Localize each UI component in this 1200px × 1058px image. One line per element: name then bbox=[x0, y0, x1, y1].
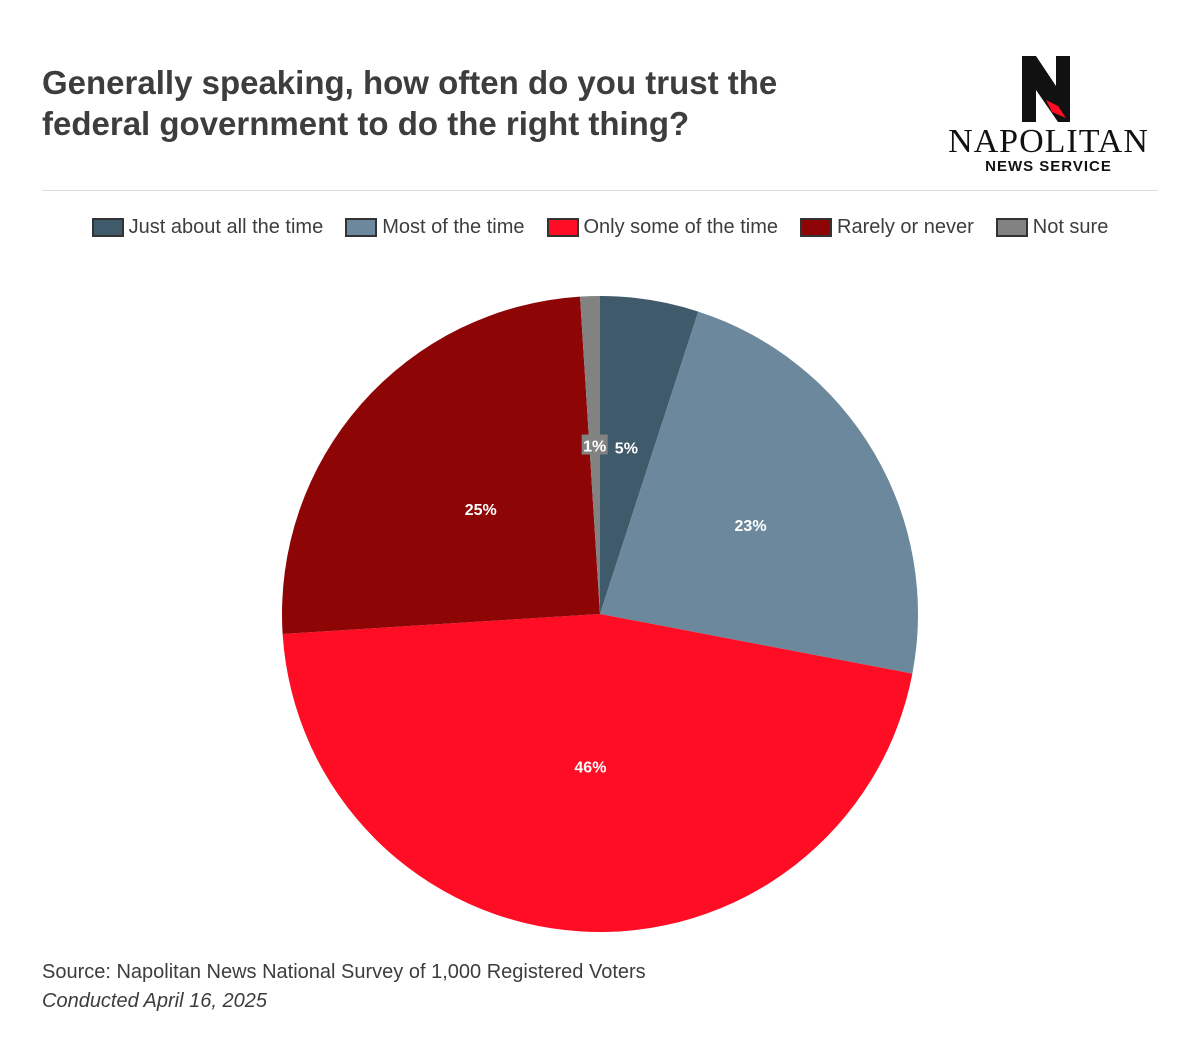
legend-swatch bbox=[546, 217, 579, 237]
legend-label: Most of the time bbox=[382, 215, 525, 238]
chart-legend: Just about all the time Most of the time O… bbox=[40, 214, 1160, 240]
source-note: Source: Napolitan News National Survey o… bbox=[42, 961, 646, 983]
legend-item: Not sure bbox=[995, 214, 1109, 240]
pie-slice bbox=[282, 614, 913, 932]
legend-swatch bbox=[345, 217, 378, 237]
chart-title: Generally speaking, how often do you tru… bbox=[42, 64, 778, 142]
pie-slice bbox=[580, 296, 600, 614]
legend-swatch bbox=[995, 217, 1028, 237]
legend-label: Not sure bbox=[1032, 215, 1109, 238]
legend-item: Only some of the time bbox=[546, 214, 779, 240]
legend-item: Just about all the time bbox=[91, 214, 324, 240]
pie-slice bbox=[600, 311, 919, 674]
legend-swatch bbox=[91, 217, 124, 237]
pie-slice bbox=[282, 296, 600, 634]
data-label: 5% bbox=[615, 441, 638, 458]
survey-date: Conducted April 16, 2025 bbox=[42, 990, 267, 1012]
legend-label: Just about all the time bbox=[128, 215, 324, 238]
napolitan-n-logo-icon bbox=[1022, 56, 1070, 122]
data-label: 46% bbox=[574, 759, 606, 776]
napolitan-logo: NAPOLITAN NEWS SERVICE bbox=[946, 52, 1151, 178]
data-label-background bbox=[581, 434, 608, 455]
data-label: 1% bbox=[583, 439, 606, 456]
data-label: 23% bbox=[735, 518, 767, 535]
legend-item: Most of the time bbox=[345, 214, 525, 240]
legend-swatch bbox=[800, 217, 833, 237]
logo-subtitle: NEWS SERVICE bbox=[985, 158, 1112, 175]
pie-slice bbox=[600, 296, 699, 614]
data-label: 25% bbox=[465, 502, 497, 519]
logo-name: NAPOLITAN bbox=[948, 123, 1149, 160]
legend-item: Rarely or never bbox=[800, 214, 974, 240]
legend-label: Only some of the time bbox=[583, 215, 779, 238]
header-divider bbox=[42, 190, 1158, 191]
legend-label: Rarely or never bbox=[837, 215, 974, 238]
